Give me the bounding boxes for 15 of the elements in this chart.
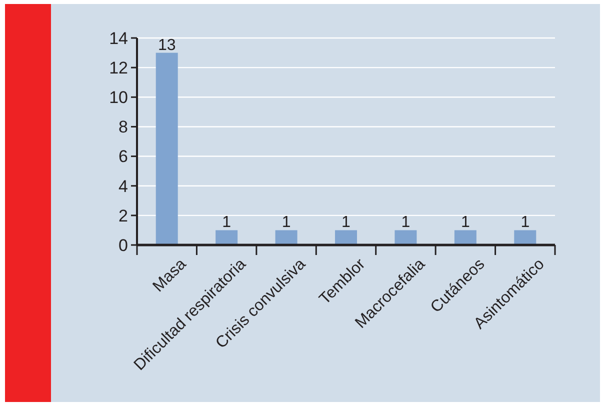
data-label: 1 bbox=[401, 214, 410, 232]
y-tick-label: 4 bbox=[118, 176, 128, 196]
data-label: 1 bbox=[460, 214, 470, 232]
y-tick-label: 14 bbox=[109, 28, 128, 48]
data-label: 1 bbox=[222, 214, 232, 232]
data-label: 13 bbox=[158, 36, 176, 54]
y-tick-label: 8 bbox=[118, 118, 128, 137]
y-tick-label: 0 bbox=[118, 236, 128, 255]
y-tick-label: 12 bbox=[109, 58, 128, 78]
y-tick-label: 10 bbox=[109, 88, 128, 108]
data-label: 1 bbox=[520, 214, 530, 232]
y-tick-label: 6 bbox=[118, 147, 128, 166]
data-label: 1 bbox=[282, 214, 291, 232]
y-tick-label: 2 bbox=[118, 206, 128, 226]
data-label: 1 bbox=[342, 214, 351, 232]
